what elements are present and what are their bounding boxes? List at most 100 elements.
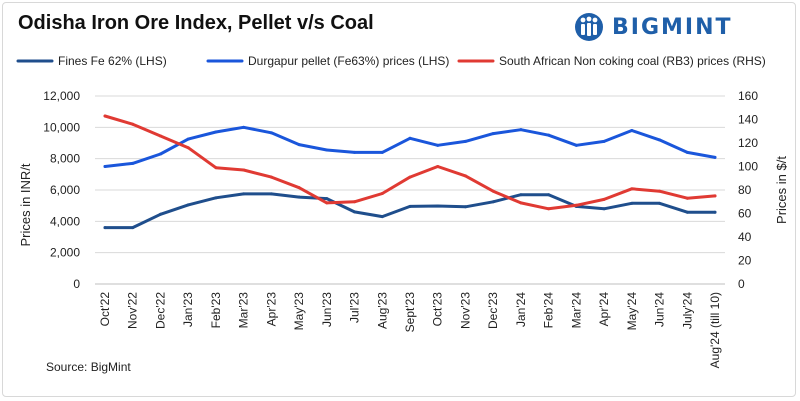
data-point-durgapur-pellet-fe63-prices-lhs xyxy=(685,150,689,154)
series-line-fines-fe-62-lhs xyxy=(103,192,717,230)
data-point-fines-fe-62-lhs xyxy=(685,210,689,214)
x-tick-label: Jun'23 xyxy=(320,292,334,327)
y-right-tick-label: 0 xyxy=(738,277,745,291)
y-left-tick-label: 6,000 xyxy=(50,183,80,197)
data-point-south-african-non-coking-coal-rb3-prices-rhs xyxy=(713,194,717,198)
y-right-tick-label: 160 xyxy=(738,89,758,103)
data-point-durgapur-pellet-fe63-prices-lhs xyxy=(463,139,467,143)
x-tick-label: May'24 xyxy=(625,292,639,331)
data-point-south-african-non-coking-coal-rb3-prices-rhs xyxy=(408,175,412,179)
data-point-south-african-non-coking-coal-rb3-prices-rhs xyxy=(685,196,689,200)
y-left-tick-label: 0 xyxy=(73,277,80,291)
x-tick-label: Nov'22 xyxy=(126,292,140,329)
legend: Fines Fe 62% (LHS) Durgapur pellet (Fe63%… xyxy=(16,54,766,68)
x-tick-label: Dec'22 xyxy=(153,292,167,329)
y-left-tick-label: 8,000 xyxy=(50,152,80,166)
data-point-durgapur-pellet-fe63-prices-lhs xyxy=(408,136,412,140)
data-point-durgapur-pellet-fe63-prices-lhs xyxy=(242,125,246,129)
data-point-durgapur-pellet-fe63-prices-lhs xyxy=(158,152,162,156)
data-point-south-african-non-coking-coal-rb3-prices-rhs xyxy=(242,168,246,172)
data-point-south-african-non-coking-coal-rb3-prices-rhs xyxy=(547,207,551,211)
data-point-durgapur-pellet-fe63-prices-lhs xyxy=(131,161,135,165)
y-right-tick-label: 60 xyxy=(738,207,752,221)
x-tick-label: Jul'23 xyxy=(348,292,362,323)
data-point-south-african-non-coking-coal-rb3-prices-rhs xyxy=(491,189,495,193)
x-tick-label: Aug'23 xyxy=(375,292,389,329)
data-point-south-african-non-coking-coal-rb3-prices-rhs xyxy=(214,166,218,170)
y-left-axis-title: Prices in INR/t xyxy=(18,163,33,246)
data-point-fines-fe-62-lhs xyxy=(436,204,440,208)
data-point-south-african-non-coking-coal-rb3-prices-rhs xyxy=(602,197,606,201)
data-point-durgapur-pellet-fe63-prices-lhs xyxy=(380,150,384,154)
data-point-durgapur-pellet-fe63-prices-lhs xyxy=(658,138,662,142)
y-right-axis-title: Prices in $/t xyxy=(774,156,789,224)
y-left-tick-label: 12,000 xyxy=(43,89,80,103)
data-point-south-african-non-coking-coal-rb3-prices-rhs xyxy=(463,174,467,178)
x-tick-label: Jan'23 xyxy=(181,292,195,327)
x-tick-label: Jun'24 xyxy=(653,292,667,327)
source-note: Source: BigMint xyxy=(46,360,131,374)
brand-logo: BIGMINT xyxy=(574,10,733,44)
data-point-fines-fe-62-lhs xyxy=(463,205,467,209)
data-point-fines-fe-62-lhs xyxy=(491,200,495,204)
axes: 0 2,000 4,000 6,000 8,000 10,000 12,000 0 20 40 60… xyxy=(18,89,789,368)
data-point-south-african-non-coking-coal-rb3-prices-rhs xyxy=(103,114,107,118)
data-point-durgapur-pellet-fe63-prices-lhs xyxy=(186,137,190,141)
chart-title: Odisha Iron Ore Index, Pellet v/s Coal xyxy=(18,12,374,34)
data-point-durgapur-pellet-fe63-prices-lhs xyxy=(214,130,218,134)
data-point-durgapur-pellet-fe63-prices-lhs xyxy=(103,165,107,168)
data-point-fines-fe-62-lhs xyxy=(713,210,717,214)
data-point-fines-fe-62-lhs xyxy=(103,226,107,230)
x-tick-label: Dec'23 xyxy=(486,292,500,329)
bigmint-logo-icon xyxy=(575,13,603,41)
data-point-durgapur-pellet-fe63-prices-lhs xyxy=(325,148,329,152)
data-point-south-african-non-coking-coal-rb3-prices-rhs xyxy=(269,175,273,179)
y-right-tick-label: 140 xyxy=(738,113,758,127)
data-point-fines-fe-62-lhs xyxy=(602,207,606,211)
data-point-south-african-non-coking-coal-rb3-prices-rhs xyxy=(658,189,662,193)
y-right-tick-label: 120 xyxy=(738,136,758,150)
data-point-south-african-non-coking-coal-rb3-prices-rhs xyxy=(297,186,301,190)
y-left-tick-label: 10,000 xyxy=(43,120,80,134)
series-line-south-african-non-coking-coal-rb3-prices-rhs xyxy=(103,114,717,211)
data-point-durgapur-pellet-fe63-prices-lhs xyxy=(491,132,495,136)
data-point-durgapur-pellet-fe63-prices-lhs xyxy=(269,131,273,135)
data-point-south-african-non-coking-coal-rb3-prices-rhs xyxy=(158,134,162,138)
data-point-south-african-non-coking-coal-rb3-prices-rhs xyxy=(436,165,440,168)
x-tick-label: Apr'24 xyxy=(597,292,611,327)
y-left-tick-label: 2,000 xyxy=(50,246,80,260)
data-point-fines-fe-62-lhs xyxy=(519,193,523,197)
data-point-south-african-non-coking-coal-rb3-prices-rhs xyxy=(131,122,135,126)
data-point-durgapur-pellet-fe63-prices-lhs xyxy=(630,128,634,132)
x-tick-label: May'23 xyxy=(292,292,306,331)
legend-label: Fines Fe 62% (LHS) xyxy=(58,54,167,68)
x-tick-label: Oct'22 xyxy=(98,292,112,327)
chart-frame xyxy=(2,2,796,397)
data-point-durgapur-pellet-fe63-prices-lhs xyxy=(519,128,523,132)
legend-label: Durgapur pellet (Fe63%) prices (LHS) xyxy=(248,54,449,68)
data-point-fines-fe-62-lhs xyxy=(214,196,218,200)
data-point-south-african-non-coking-coal-rb3-prices-rhs xyxy=(574,203,578,207)
y-right-tick-label: 100 xyxy=(738,160,758,174)
data-point-south-african-non-coking-coal-rb3-prices-rhs xyxy=(380,192,384,196)
x-tick-label: Apr'23 xyxy=(264,292,278,327)
y-left-tick-label: 4,000 xyxy=(50,214,80,228)
y-right-tick-label: 20 xyxy=(738,254,752,268)
data-point-fines-fe-62-lhs xyxy=(158,212,162,216)
logo-text: BIGMINT xyxy=(612,14,733,40)
x-tick-label: July'24 xyxy=(680,292,694,329)
series-line-durgapur-pellet-fe63-prices-lhs xyxy=(103,125,717,168)
x-tick-label: Aug'24 (till 10) xyxy=(708,292,722,368)
data-point-south-african-non-coking-coal-rb3-prices-rhs xyxy=(325,201,329,205)
data-point-durgapur-pellet-fe63-prices-lhs xyxy=(353,150,357,154)
data-point-south-african-non-coking-coal-rb3-prices-rhs xyxy=(353,200,357,204)
data-point-fines-fe-62-lhs xyxy=(380,215,384,219)
data-point-durgapur-pellet-fe63-prices-lhs xyxy=(297,143,301,147)
data-point-south-african-non-coking-coal-rb3-prices-rhs xyxy=(186,146,190,150)
y-right-tick-label: 40 xyxy=(738,230,752,244)
x-tick-label: Mar'23 xyxy=(237,292,251,329)
data-point-fines-fe-62-lhs xyxy=(408,204,412,208)
data-point-durgapur-pellet-fe63-prices-lhs xyxy=(547,133,551,137)
data-point-fines-fe-62-lhs xyxy=(131,226,135,230)
data-point-south-african-non-coking-coal-rb3-prices-rhs xyxy=(519,201,523,205)
